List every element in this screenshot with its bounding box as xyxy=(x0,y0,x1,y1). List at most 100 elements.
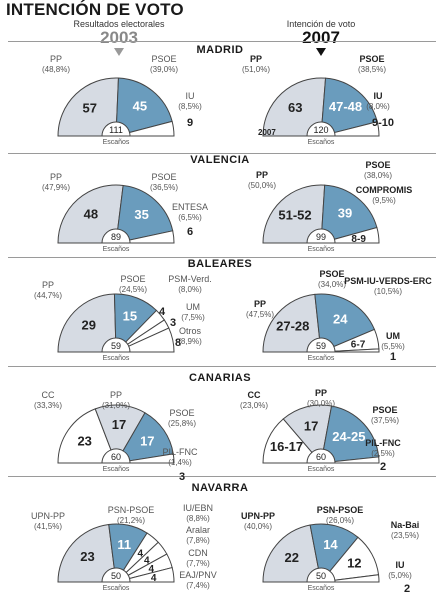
party-name: IU xyxy=(374,91,383,101)
region-name: BALEARES xyxy=(187,258,253,270)
seat-count-label: 15 xyxy=(123,309,137,324)
region-name: VALENCIA xyxy=(190,154,250,166)
party-name: IU xyxy=(186,91,195,101)
hemicycle-slice xyxy=(57,77,119,137)
seat-count-label: 3 xyxy=(170,317,176,329)
seat-count-label: 17 xyxy=(304,418,318,433)
party-name: CC xyxy=(42,390,55,400)
seat-count-label: 8-9 xyxy=(351,234,366,245)
party-name: PSOE xyxy=(359,54,384,64)
party-percent: (21,2%) xyxy=(117,516,145,525)
hemicycle-slice xyxy=(57,408,112,464)
party-name: PSOE xyxy=(365,160,390,170)
party-name: UPN-PP xyxy=(241,511,275,521)
seat-count-label: 3 xyxy=(179,471,185,483)
hemicycle-left: 29 15 59 Escaños PP(44,7%) PSOE(24,5%) PSM-Ver… xyxy=(34,274,212,362)
seats-caption: Escaños xyxy=(103,139,130,146)
party-percent: (25,8%) xyxy=(168,419,196,428)
hemicycle-right: 51-52 39 8-9 99 Escaños PP(50,0%) PSOE(38,0%) C… xyxy=(248,160,412,253)
seats-caption: Escaños xyxy=(308,466,335,473)
hemicycle-slice xyxy=(321,184,378,240)
party-percent: (26,0%) xyxy=(326,516,354,525)
party-name: PSOE xyxy=(169,408,194,418)
hemicycle-right: 22 14 12 50 Escaños UPN-PP(40,0%) PSN-PSOE(26,… xyxy=(241,505,419,595)
seat-count-label: 57 xyxy=(82,101,96,116)
party-name: ENTESA xyxy=(172,202,208,212)
seat-count-label: 4 xyxy=(159,306,166,318)
party-name: CC xyxy=(248,390,261,400)
party-percent: (1,4%) xyxy=(168,458,192,467)
hemicycle-slice xyxy=(94,404,146,452)
hemicycle-slice xyxy=(116,77,173,134)
total-seats-label: 59 xyxy=(111,341,121,351)
hemicycle-slice xyxy=(309,523,359,572)
party-name: PSN-PSOE xyxy=(317,505,364,515)
party-name: PP xyxy=(42,280,54,290)
seat-count-label: 11 xyxy=(117,537,131,552)
party-name: PP xyxy=(250,54,262,64)
total-seats-label: 50 xyxy=(111,571,121,581)
party-percent: (2,5%) xyxy=(371,449,395,458)
party-percent: (23,5%) xyxy=(391,531,419,540)
hemicycle-right: 63 47-48 120 Escaños 2007 PP(51,0%) PSOE(38,5%… xyxy=(242,54,394,146)
region-name: NAVARRA xyxy=(191,482,249,494)
region-separator xyxy=(8,366,436,367)
seat-count-label: 4 xyxy=(149,564,155,575)
seat-count-label: 12 xyxy=(347,556,361,571)
left-column-caption: Resultados electorales xyxy=(73,19,165,29)
seat-count-label: 24 xyxy=(333,311,348,326)
party-percent: (7,4%) xyxy=(186,581,210,590)
party-percent: (7,5%) xyxy=(181,313,205,322)
hemicycle-slice xyxy=(122,412,174,462)
seat-count-label: 45 xyxy=(133,98,147,113)
seat-count-label: 29 xyxy=(82,317,96,332)
party-name: PP xyxy=(254,299,266,309)
region-separator xyxy=(8,257,436,258)
party-percent: (24,5%) xyxy=(119,285,147,294)
party-name: PSN-PSOE xyxy=(108,505,155,515)
left-column-year: 2003 xyxy=(100,28,138,47)
seat-count-label: 6-7 xyxy=(351,339,366,350)
party-name: UPN-PP xyxy=(31,511,65,521)
total-seats-label: 60 xyxy=(316,452,326,462)
seat-count-label: 24-25 xyxy=(332,429,365,444)
hemicycle-slice xyxy=(282,404,333,454)
party-percent: (10,5%) xyxy=(374,287,402,296)
party-name: Aralar xyxy=(186,525,210,535)
seat-count-label: 9-10 xyxy=(372,117,394,129)
seats-caption: Escaños xyxy=(308,585,335,592)
seat-count-label: 17 xyxy=(112,417,126,432)
party-percent: (8,0%) xyxy=(366,102,390,111)
hemicycle-slice xyxy=(57,184,124,244)
party-percent: (41,5%) xyxy=(34,522,62,531)
party-percent: (8,8%) xyxy=(186,514,210,523)
party-percent: (47,9%) xyxy=(42,183,70,192)
party-percent: (6,5%) xyxy=(178,213,202,222)
hemicycle-slice xyxy=(322,405,380,463)
hemicycle-slice xyxy=(262,184,326,244)
hemicycle-slice xyxy=(262,77,327,137)
party-name: Na-Bai xyxy=(391,520,420,530)
seat-count-label: 16-17 xyxy=(270,439,303,454)
party-name: UM xyxy=(186,302,200,312)
right-column-arrow xyxy=(316,48,326,56)
chart-title: INTENCIÓN DE VOTO xyxy=(6,0,184,19)
party-percent: (5,5%) xyxy=(381,342,405,351)
seat-count-label: 51-52 xyxy=(278,207,311,222)
party-name: PP xyxy=(50,54,62,64)
region-name: MADRID xyxy=(196,44,244,56)
party-name: IU/EBN xyxy=(183,503,213,513)
seat-count-label: 9 xyxy=(187,117,193,129)
party-name: PP xyxy=(315,388,327,398)
seat-count-label: 8 xyxy=(175,337,181,349)
region-separator xyxy=(8,476,436,477)
party-percent: (23,0%) xyxy=(240,401,268,410)
party-percent: (40,0%) xyxy=(244,522,272,531)
right-column-caption: Intención de voto xyxy=(286,19,356,29)
hemicycle-slice xyxy=(262,293,321,353)
party-name: COMPROMIS xyxy=(356,185,413,195)
seat-count-label: 39 xyxy=(338,206,352,221)
seat-count-label: 27-28 xyxy=(276,319,309,334)
hemicycle-slice xyxy=(314,293,376,348)
